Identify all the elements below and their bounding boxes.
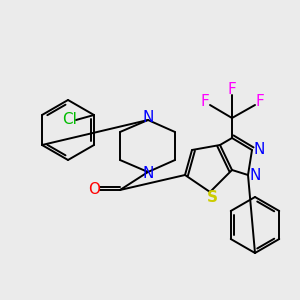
Text: F: F — [256, 94, 264, 110]
Text: Cl: Cl — [62, 112, 77, 128]
Text: S: S — [206, 190, 218, 205]
Text: N: N — [249, 167, 261, 182]
Text: N: N — [253, 142, 265, 158]
Text: N: N — [142, 110, 154, 125]
Text: O: O — [88, 182, 100, 197]
Text: N: N — [142, 167, 154, 182]
Text: F: F — [201, 94, 209, 110]
Text: F: F — [228, 82, 236, 98]
